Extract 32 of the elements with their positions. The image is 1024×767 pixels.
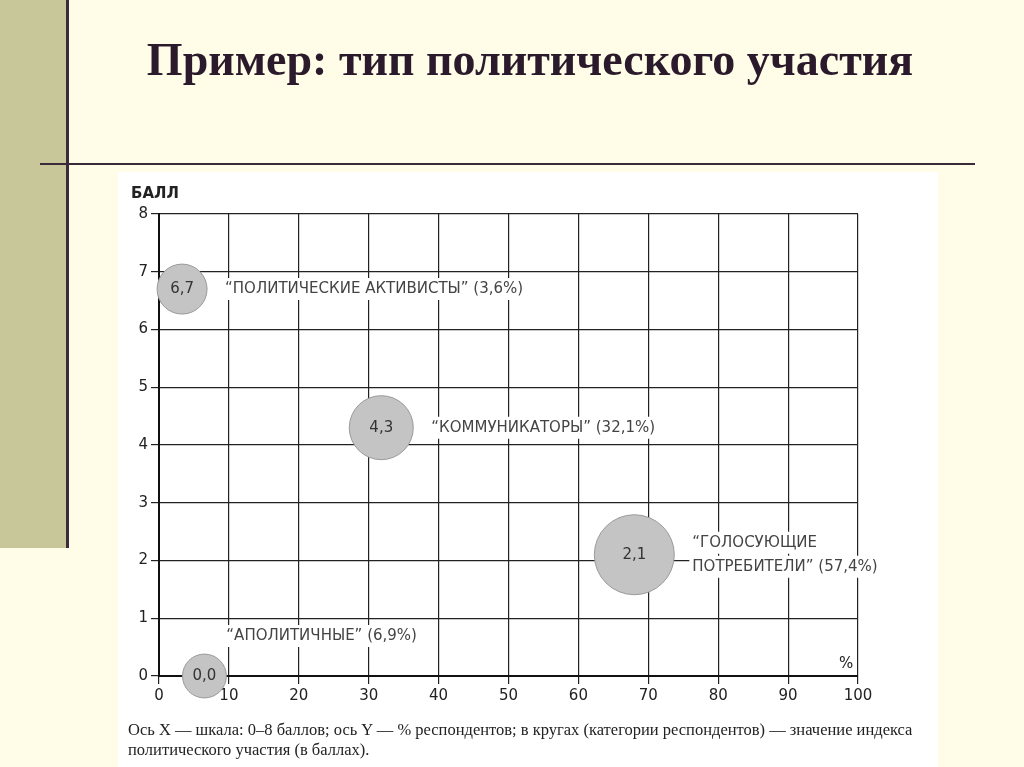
chart-title: Пример: тип политического участия bbox=[145, 33, 915, 87]
x-tick-label: 40 bbox=[429, 685, 449, 704]
x-tick-label: 100 bbox=[843, 685, 873, 704]
series-label: “АПОЛИТИЧНЫЕ” (6,9%) bbox=[226, 625, 417, 644]
series-label: “ПОЛИТИЧЕСКИЕ АКТИВИСТЫ” (3,6%) bbox=[225, 278, 524, 297]
series-label: “КОММУНИКАТОРЫ” (32,1%) bbox=[431, 417, 656, 436]
x-axis-title: % bbox=[838, 654, 854, 673]
y-tick-label: 7 bbox=[138, 261, 148, 280]
y-tick-label: 1 bbox=[138, 608, 148, 627]
series-label: “ГОЛОСУЮЩИЕ ПОТРЕБИТЕЛИ” (57,4%) bbox=[692, 532, 878, 575]
x-tick-label: 10 bbox=[219, 685, 239, 704]
y-tick-label: 5 bbox=[138, 377, 148, 396]
data-label: 2,1 bbox=[622, 544, 647, 563]
x-tick-label: 0 bbox=[154, 685, 164, 704]
data-label: 6,7 bbox=[170, 278, 194, 297]
x-tick-label: 20 bbox=[289, 685, 309, 704]
x-tick-label: 90 bbox=[778, 685, 798, 704]
y-tick-label: 0 bbox=[138, 665, 148, 684]
x-tick-label: 50 bbox=[498, 685, 519, 704]
y-tick-label: 6 bbox=[138, 319, 148, 338]
x-tick-label: 80 bbox=[708, 685, 728, 704]
y-tick-label: 3 bbox=[138, 492, 148, 511]
x-tick-label: 60 bbox=[568, 685, 588, 704]
text: Ось X — шкала: 0–8 баллов; ось Y — % респондентов; в кругах (категории респондентов) — значение индекса политического участия (в баллах). bbox=[128, 720, 914, 760]
data-label: 0,0 bbox=[192, 665, 217, 684]
x-tick-label: 70 bbox=[638, 685, 658, 704]
data-label: 4,3 bbox=[369, 417, 394, 436]
x-tick-label: 30 bbox=[359, 685, 379, 704]
y-tick-label: 8 bbox=[138, 203, 148, 222]
y-tick-label: 4 bbox=[138, 434, 148, 453]
y-tick-label: 2 bbox=[138, 550, 148, 569]
y-axis-title: БАЛЛ bbox=[131, 184, 179, 203]
